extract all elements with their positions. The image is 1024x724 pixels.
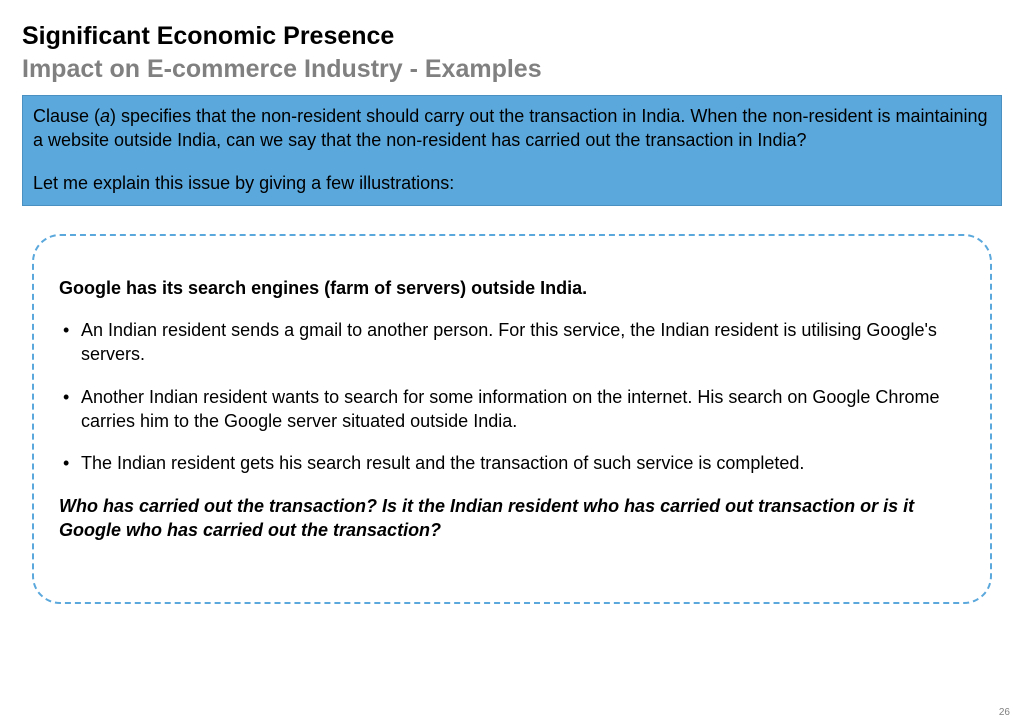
clause-suffix: ) specifies that the non-resident should… [33,106,988,150]
bullet-item: The Indian resident gets his search resu… [59,451,965,475]
example-bullets: An Indian resident sends a gmail to anot… [59,318,965,475]
slide-title-main: Significant Economic Presence [22,20,1002,53]
example-heading: Google has its search engines (farm of s… [59,276,965,300]
bullet-item: An Indian resident sends a gmail to anot… [59,318,965,367]
clause-prefix: Clause ( [33,106,100,126]
clause-letter: a [100,106,110,126]
intro-paragraph-1: Clause (a) specifies that the non-reside… [33,104,991,153]
bullet-item: Another Indian resident wants to search … [59,385,965,434]
slide-title-sub: Impact on E-commerce Industry - Examples [22,53,1002,86]
page-number: 26 [999,707,1010,718]
intro-callout: Clause (a) specifies that the non-reside… [22,95,1002,206]
example-box: Google has its search engines (farm of s… [32,234,992,604]
example-question: Who has carried out the transaction? Is … [59,494,965,543]
intro-paragraph-2: Let me explain this issue by giving a fe… [33,171,991,195]
